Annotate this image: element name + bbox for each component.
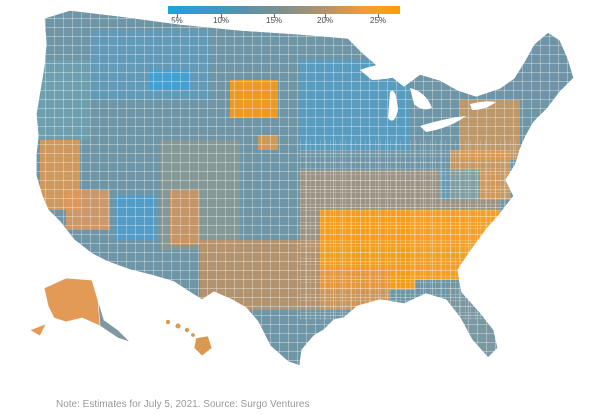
legend-label-15: 15%: [265, 16, 283, 25]
legend-label-25: 25%: [369, 16, 387, 25]
legend-tick: [221, 14, 222, 18]
legend-label-10: 10%: [212, 16, 230, 25]
source-note: Note: Estimates for July 5, 2021. Source…: [56, 399, 310, 410]
lake-ontario: [470, 101, 496, 110]
legend-tick: [325, 14, 326, 18]
legend-tick: [378, 14, 379, 18]
legend-tick: [274, 14, 275, 18]
lake-huron: [410, 88, 432, 110]
color-legend: 5% 10% 15% 20% 25%: [160, 0, 404, 28]
lake-erie: [420, 116, 466, 132]
lake-michigan: [388, 90, 398, 121]
legend-label-5: 5%: [171, 16, 183, 25]
lake-superior: [360, 64, 420, 80]
legend-gradient-bar: [168, 6, 400, 14]
alaska: [29, 277, 131, 343]
legend-tick: [177, 14, 178, 18]
legend-label-20: 20%: [316, 16, 334, 25]
hawaii: [165, 319, 213, 357]
great-lakes: [360, 64, 496, 132]
